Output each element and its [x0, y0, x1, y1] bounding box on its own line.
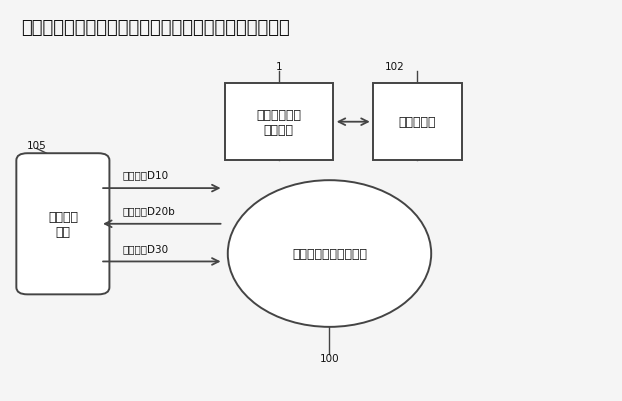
FancyBboxPatch shape — [373, 84, 462, 161]
Text: 設備機器管理システム: 設備機器管理システム — [292, 247, 367, 260]
Text: 通知情報D20b: 通知情報D20b — [123, 206, 176, 215]
Text: 確認情報D30: 確認情報D30 — [123, 243, 169, 253]
Text: 1: 1 — [276, 62, 282, 72]
Text: 主制御機器: 主制御機器 — [399, 116, 436, 129]
Text: 102: 102 — [384, 62, 404, 72]
Text: 浴室暖房換気
乾燥装置: 浴室暖房換気 乾燥装置 — [256, 108, 301, 136]
Text: 105: 105 — [27, 141, 47, 151]
Text: 外部端末
装置: 外部端末 装置 — [48, 210, 78, 238]
FancyBboxPatch shape — [225, 84, 333, 161]
Text: 外部端末装置と設備機器との間で送受される情報の流れ: 外部端末装置と設備機器との間で送受される情報の流れ — [21, 18, 290, 36]
Ellipse shape — [228, 181, 431, 327]
Text: 指示情報D10: 指示情報D10 — [123, 170, 169, 180]
Text: 100: 100 — [320, 353, 340, 363]
FancyBboxPatch shape — [16, 154, 109, 295]
